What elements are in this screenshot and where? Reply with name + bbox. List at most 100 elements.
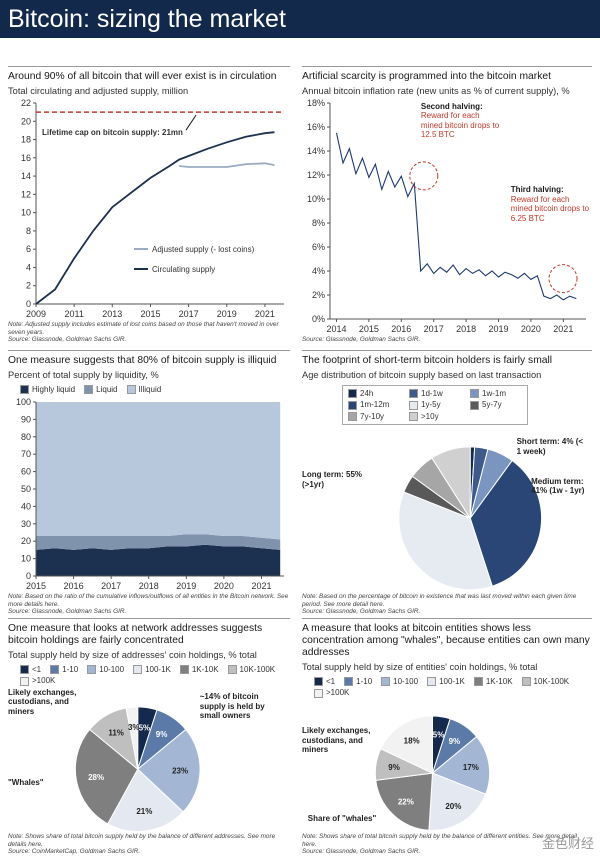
- legend-item: 24h: [348, 389, 400, 399]
- chart: 0 2 4 6 8 10 12 14 16 18 20 22 2009 2011 2013 2015 2017 2…: [21, 98, 284, 319]
- y-tick-label: 0: [26, 571, 31, 581]
- chart: 5% 9% 17% 20% 22% 9% 18%: [374, 715, 491, 831]
- pie-slice: [431, 735, 491, 795]
- pie-slice: [107, 768, 184, 832]
- slice-label: 23%: [172, 766, 188, 775]
- area-band: [36, 534, 281, 551]
- legend-item: 1K-10K: [473, 677, 513, 687]
- y-tick-label: 100: [16, 397, 31, 407]
- note: Source: Glassnode, Goldman Sachs GIR.: [302, 848, 421, 856]
- legend-item: 1y-5y: [409, 400, 461, 410]
- legend-item: 10-100: [87, 665, 124, 675]
- x-tick-label: 2017: [179, 309, 199, 319]
- annotation: Short term: 4% (< 1 week): [516, 437, 584, 456]
- series-line: [179, 162, 275, 168]
- y-tick-label: 8%: [312, 218, 325, 228]
- y-tick-label: 6%: [312, 242, 325, 252]
- y-tick-label: 0%: [312, 314, 325, 324]
- pie-slice: [380, 715, 433, 774]
- legend-swatch: [179, 665, 189, 675]
- plot-area: 5% 9% 17% 20% 22% 9% 18% Likely exchanges, cust…: [302, 700, 592, 833]
- x-tick-label: 2014: [326, 324, 346, 334]
- panel: Artificial scarcity is programmed into t…: [302, 66, 592, 344]
- legend-swatch: [348, 389, 357, 399]
- panel-title: A measure that looks at bitcoin entities…: [302, 623, 590, 658]
- y-tick-label: 4%: [312, 266, 325, 276]
- y-tick-label: 10%: [307, 194, 325, 204]
- note: Source: Glassnode, Goldman Sachs GIR.: [8, 608, 127, 616]
- y-tick-label: 20: [21, 116, 31, 126]
- slice-label: 11%: [108, 728, 124, 737]
- y-tick-label: 10: [21, 554, 31, 564]
- panel: One measure suggests that 80% of bitcoin…: [8, 350, 290, 616]
- x-tick-label: 2019: [217, 309, 237, 319]
- y-tick-label: 18%: [307, 98, 325, 108]
- legend-swatch: [126, 385, 136, 395]
- annotation: Medium term: 41% (1w - 1yr): [531, 476, 585, 496]
- legend-label: <1: [32, 665, 42, 674]
- note: Source: Glassnode, Goldman Sachs GIR.: [302, 608, 421, 616]
- y-tick-label: 0: [26, 299, 31, 309]
- slice-label: 18%: [404, 736, 420, 745]
- y-tick-label: 6: [26, 244, 31, 254]
- y-tick-label: 20: [21, 537, 31, 547]
- legend-swatch: [227, 665, 237, 675]
- legend-swatch: [409, 400, 418, 410]
- x-tick-label: 2015: [359, 324, 379, 334]
- panel-title: Around 90% of all bitcoin that will ever…: [8, 71, 277, 82]
- legend-label: <1: [326, 677, 336, 686]
- chart: 5% 9% 23% 21% 28% 11% 3%: [74, 706, 201, 832]
- slice-label: 28%: [88, 773, 104, 782]
- panel-subtitle: Total supply held by size of addresses' …: [8, 650, 257, 660]
- annotation: Second halving: Reward for each mined bit…: [421, 102, 503, 140]
- note: Note: Adjusted supply includes estimate …: [8, 321, 279, 336]
- cap-label: Lifetime cap on bitcoin supply: 21mn: [42, 128, 183, 137]
- y-tick-label: 90: [21, 415, 31, 425]
- legend-label: 1w-1m: [482, 389, 507, 398]
- legend-label: 24h: [360, 389, 374, 398]
- x-tick-label: 2015: [140, 309, 160, 319]
- pie-slice: [428, 772, 487, 831]
- note: Source: Glassnode, Goldman Sachs GIR.: [8, 336, 127, 344]
- header: Bitcoin: sizing the market: [0, 0, 600, 38]
- y-tick-label: 40: [21, 502, 31, 512]
- series-line: [335, 132, 577, 301]
- legend-item: 1-10: [50, 665, 78, 675]
- x-tick-label: 2018: [456, 324, 476, 334]
- legend-swatch: [521, 677, 531, 687]
- legend-item: Illiquid: [126, 385, 161, 395]
- area-band: [36, 402, 281, 540]
- legend-swatch: [133, 665, 143, 675]
- legend-item: 1K-10K: [179, 665, 219, 675]
- x-tick-label: 2020: [214, 581, 234, 591]
- chart: 0% 2% 4% 6% 8% 10% 12% 14% 16% 18% 2014 2015 2016 201…: [307, 98, 586, 334]
- x-tick-label: 2021: [553, 324, 573, 334]
- legend-item: <1: [20, 665, 42, 675]
- x-tick-label: 2021: [251, 581, 271, 591]
- slice-label: 5%: [139, 723, 151, 732]
- legend-swatch: [409, 412, 418, 422]
- x-tick-label: 2019: [176, 581, 196, 591]
- legend-swatch: [344, 677, 354, 687]
- area-band: [36, 545, 281, 577]
- legend-swatch: [84, 385, 94, 395]
- panel-subtitle: Percent of total supply by liquidity, %: [8, 370, 159, 380]
- panel: One measure that looks at network addres…: [8, 618, 290, 856]
- legend-label: 10K-100K: [533, 677, 570, 686]
- panel-title: Artificial scarcity is programmed into t…: [302, 71, 551, 82]
- annotation-title: Second halving:: [420, 101, 483, 111]
- annotation: Likely exchanges, custodians, and miners: [8, 687, 77, 716]
- x-tick-label: 2020: [521, 324, 541, 334]
- legend-label: 1m-12m: [360, 400, 390, 410]
- panel-title: The footprint of short-term bitcoin hold…: [302, 355, 553, 366]
- slice-label: 3%: [128, 723, 140, 732]
- legend-label: 100-1K: [439, 677, 465, 686]
- legend-label: >10y: [421, 411, 439, 421]
- y-tick-label: 60: [21, 467, 31, 477]
- legend-swatch: [473, 677, 483, 687]
- y-tick-label: 22: [21, 98, 31, 108]
- y-tick-label: 8: [26, 226, 31, 236]
- legend-label: 1K-10K: [191, 665, 219, 674]
- legend-swatch: [50, 665, 60, 675]
- legend-item: Liquid: [84, 385, 118, 395]
